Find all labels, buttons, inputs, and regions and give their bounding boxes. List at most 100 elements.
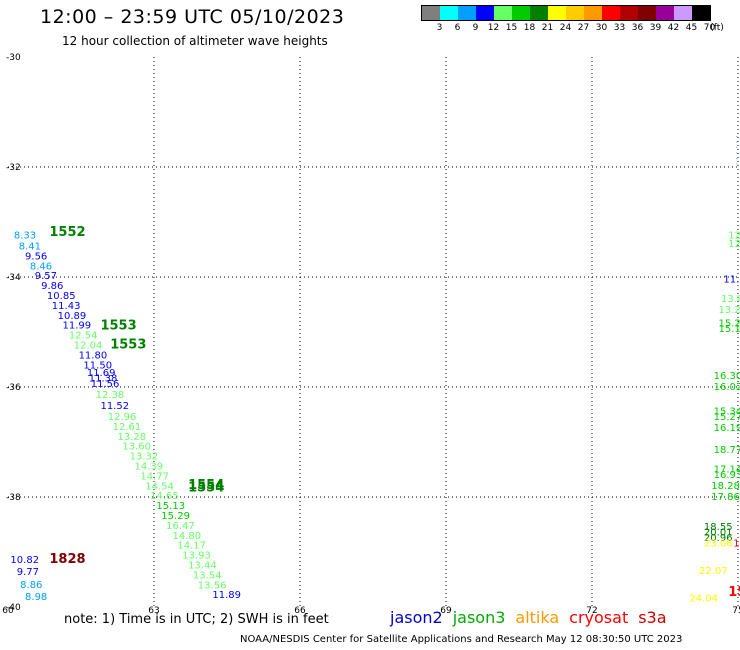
- wave-height-value: 18.77: [714, 445, 740, 456]
- scale-label: 45: [685, 23, 698, 33]
- wave-height-value: 11.80: [79, 350, 108, 361]
- wave-height-value: 22.07: [699, 566, 728, 577]
- wave-height-value: 13.60: [122, 442, 151, 453]
- wave-height-value: 8.86: [20, 580, 42, 591]
- scale-label: 9: [472, 23, 479, 33]
- wave-height-value: 10.85: [47, 291, 76, 302]
- scale-label: 39: [649, 23, 662, 33]
- wave-height-value: 11.50: [83, 360, 112, 371]
- page-title: 12:00 – 23:59 UTC 05/10/2023: [40, 6, 345, 28]
- wave-height-value: 13.54: [193, 570, 222, 581]
- wave-height-value: 15.20: [719, 319, 740, 330]
- scale-swatch: [584, 6, 602, 20]
- wave-height-value: 12.38: [96, 390, 125, 401]
- orbit-number-label: 1553: [100, 318, 136, 333]
- credit-line: NOAA/NESDIS Center for Satellite Applica…: [240, 634, 683, 645]
- lon-tick-label: 72: [586, 606, 597, 616]
- wave-height-value: 8.33: [14, 231, 36, 242]
- wave-height-value: 13.56: [198, 580, 227, 591]
- wave-height-value: 11.89: [212, 590, 241, 601]
- wave-height-value: 15.13: [719, 324, 740, 335]
- wave-height-value: 8.41: [19, 242, 41, 253]
- scale-swatch: [548, 6, 566, 20]
- wave-height-tick: ·: [736, 138, 739, 147]
- scale-swatch: [692, 6, 710, 20]
- lat-tick-label: -30: [6, 53, 21, 63]
- wave-height-value: 16.93: [714, 470, 740, 481]
- wave-height-value: 12.04: [74, 341, 103, 352]
- wave-height-value: 8.46: [30, 261, 52, 272]
- lat-tick-label: -38: [6, 493, 21, 503]
- wave-height-value: 15.34: [714, 407, 740, 418]
- wave-height-value: 15.29: [161, 511, 190, 522]
- scale-unit: (ft): [710, 23, 724, 33]
- lat-tick-label: -40: [6, 603, 21, 613]
- wave-height-value: 9.56: [25, 251, 47, 262]
- wave-height-value: 14.54: [145, 481, 174, 492]
- scale-swatch: [620, 6, 638, 20]
- wave-height-value: 11.38: [89, 374, 118, 385]
- mission-label-jason2: jason2: [390, 608, 443, 627]
- wave-height-value: 13.8: [721, 294, 740, 305]
- wave-height-value: 14.80: [172, 531, 201, 542]
- scale-swatch: [674, 6, 692, 20]
- wave-height-value: 11.99: [63, 321, 92, 332]
- lon-tick-label: 66: [294, 606, 306, 616]
- wave-height-value: 14.65: [150, 491, 179, 502]
- wave-height-value: 13.29: [719, 305, 740, 316]
- wave-height-value: 9.86: [41, 281, 63, 292]
- orbit-number-label: 1828: [49, 552, 85, 567]
- wave-height-value: 18.55: [704, 522, 733, 533]
- wave-height-value: 8.98: [25, 592, 47, 603]
- lon-tick-label: 75: [732, 606, 740, 616]
- mission-label-s3a: s3a: [638, 608, 667, 627]
- wave-height-value: 18.28: [711, 481, 740, 492]
- scale-swatch: [440, 6, 458, 20]
- wave-height-value: 9.57: [35, 271, 57, 282]
- wave-height-value: 10.82: [10, 555, 39, 566]
- wave-height-value: 14.17: [177, 541, 206, 552]
- wave-height-tick: ·: [736, 149, 739, 158]
- scale-swatch: [512, 6, 530, 20]
- wave-height-value: 14.77: [140, 471, 169, 482]
- wave-height-value: 11.69: [87, 368, 116, 379]
- scale-label: 33: [613, 23, 626, 33]
- scale-label: 12: [487, 23, 500, 33]
- wave-height-value: 11.52: [100, 401, 129, 412]
- lon-tick-label: 60: [2, 606, 14, 616]
- scale-swatch: [656, 6, 674, 20]
- wave-height-value: 12.54: [69, 331, 98, 342]
- wave-height-value: 13.93: [182, 551, 211, 562]
- scale-swatch: [566, 6, 584, 20]
- scale-label: 70: [703, 23, 716, 33]
- lat-tick-label: -34: [6, 273, 21, 283]
- scale-swatch: [494, 6, 512, 20]
- scale-label: 36: [631, 23, 644, 33]
- scale-label: 6: [454, 23, 461, 33]
- lon-tick-label: 63: [148, 606, 159, 616]
- wave-height-value: 11.43: [52, 301, 81, 312]
- orbit-number-label: 1552: [49, 225, 85, 240]
- page-subtitle: 12 hour collection of altimeter wave hei…: [62, 34, 328, 48]
- wave-height-value: 13.32: [130, 452, 159, 463]
- scale-label: 3: [436, 23, 443, 33]
- scale-label: 24: [559, 23, 572, 33]
- mission-label-jason3: jason3: [452, 608, 506, 627]
- color-scale-swatches: [421, 5, 711, 21]
- orbit-number-label: 1553: [110, 338, 146, 353]
- wave-height-value: 12.61: [113, 422, 142, 433]
- wave-height-value: 9.77: [17, 567, 39, 578]
- wave-height-value: 24.04: [689, 594, 718, 605]
- scale-swatch: [422, 6, 440, 20]
- wave-height-tick: ·: [736, 160, 739, 169]
- wave-height-value: 16.47: [166, 521, 195, 532]
- scale-label: 15: [505, 23, 518, 33]
- scale-label: 30: [595, 23, 608, 33]
- wave-height-value: 20.96: [704, 533, 733, 544]
- wave-height-value: 12.4: [728, 231, 740, 242]
- lon-tick-label: 69: [440, 606, 452, 616]
- wave-height-value: 12.96: [108, 412, 137, 423]
- color-scale-legend: 3 6 9 12 15 18 21 24 27 30 33 36 39 42 45 70 (ft): [421, 5, 724, 35]
- scale-swatch: [458, 6, 476, 20]
